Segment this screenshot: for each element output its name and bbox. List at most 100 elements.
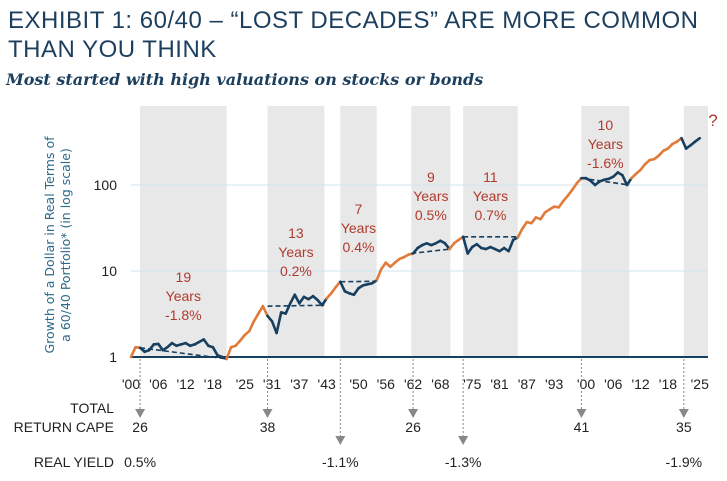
annotation-years: 7 [355, 201, 363, 217]
series-segment [293, 293, 301, 305]
annotation-rate: 0.5% [415, 207, 447, 223]
real-yield-row-label: REAL YIELD [34, 454, 114, 470]
x-tick-label: '06 [604, 376, 622, 392]
x-tick-label: '00 [122, 376, 140, 392]
y-axis-title-line1: Growth of a Dollar in Real Terms of [42, 136, 57, 354]
lost-decade-band [581, 106, 630, 357]
x-tick-label: '31 [263, 376, 281, 392]
annotation-years-label: Years [341, 220, 376, 236]
annotation-years: 11 [483, 169, 498, 185]
x-tick-label: '25 [691, 376, 709, 392]
y-tick-label: 1 [109, 349, 117, 365]
x-tick-label: '18 [204, 376, 222, 392]
series-segment [571, 181, 579, 192]
cape-row-label-line2: RETURN CAPE [14, 419, 114, 435]
lost-decade-band [463, 106, 518, 357]
cape-row-label-line1: TOTAL [70, 400, 114, 416]
x-tick-label: '50 [349, 376, 367, 392]
annotation-rate: 0.2% [280, 263, 312, 279]
series-segment [129, 345, 137, 359]
cape-value: 26 [132, 419, 148, 435]
arrow-down-icon [576, 409, 587, 418]
x-tick-label: '18 [659, 376, 677, 392]
x-tick-label: '68 [431, 376, 449, 392]
x-tick-label: '81 [490, 376, 508, 392]
series-segment [693, 136, 702, 143]
x-tick-label: '87 [518, 376, 536, 392]
trend-dashed-line [139, 346, 227, 360]
arrow-down-icon [135, 409, 146, 418]
lost-decade-band [683, 106, 708, 357]
arrow-down-icon [262, 409, 273, 418]
arrow-down-icon [408, 409, 419, 418]
annotation-years-label: Years [588, 136, 623, 152]
lost-decade-band [340, 106, 377, 357]
annotation-years: 19 [176, 269, 192, 285]
x-tick-label: '12 [631, 376, 649, 392]
series-segment [261, 304, 269, 318]
series-segment [248, 320, 256, 333]
series-segment [298, 295, 306, 305]
annotation-years-label: Years [473, 188, 508, 204]
annotation-years: 9 [427, 169, 435, 185]
series-segment [284, 302, 292, 315]
series-segment [539, 211, 547, 221]
cape-value: 26 [405, 419, 421, 435]
arrow-down-icon [335, 436, 346, 445]
series-segment [520, 220, 529, 231]
arrow-down-icon [678, 409, 689, 418]
series-segment [680, 136, 688, 150]
real-yield-value: 0.5% [124, 454, 156, 470]
arrow-down-icon [458, 436, 469, 445]
series-segment [202, 338, 210, 348]
series-segment [225, 345, 233, 361]
x-tick-label: '43 [318, 376, 336, 392]
y-axis-title-line2: a 60/40 Portfolio* (in log scale) [58, 148, 73, 342]
real-yield-value: -1.9% [666, 454, 703, 470]
annotation-rate: 0.7% [474, 207, 506, 223]
trend-dashed-line [411, 248, 451, 255]
series-segment [275, 311, 283, 335]
x-tick-label: '06 [149, 376, 167, 392]
trend-dashed-line [581, 177, 630, 186]
annotation-rate: -1.6% [587, 155, 624, 171]
cape-value: 41 [574, 419, 590, 435]
annotation-years-label: Years [278, 244, 313, 260]
chart-title: EXHIBIT 1: 60/40 – “LOST DECADES” ARE MO… [8, 7, 699, 63]
real-yield-value: -1.3% [445, 454, 482, 470]
series-segment [466, 245, 474, 255]
chart-subtitle: Most started with high valuations on sto… [6, 70, 484, 89]
x-tick-label: '37 [290, 376, 308, 392]
series-segment [375, 267, 383, 282]
annotation-years: 10 [598, 117, 614, 133]
series-segment [211, 345, 219, 357]
series-segment [320, 297, 328, 307]
cape-value: 38 [260, 419, 276, 435]
x-tick-label: '56 [377, 376, 395, 392]
annotation-years: 13 [288, 225, 304, 241]
y-tick-label: 10 [101, 263, 117, 279]
lost-decade-band [411, 106, 451, 357]
annotation-years-label: Years [166, 288, 201, 304]
annotation-rate: -1.8% [165, 307, 202, 323]
lost-decade-band [267, 106, 325, 357]
lost-decade-band [140, 106, 227, 357]
annotation-question-mark: ? [708, 111, 717, 130]
x-tick-label: '75 [463, 376, 481, 392]
series-segment [379, 261, 388, 271]
series-segment [338, 280, 347, 293]
annotation-years-label: Years [413, 188, 448, 204]
y-tick-label: 100 [94, 177, 118, 193]
cape-value: 35 [676, 419, 692, 435]
series-segment [507, 238, 515, 253]
x-tick-label: '12 [176, 376, 194, 392]
x-tick-label: '00 [577, 376, 595, 392]
series-segment [252, 312, 260, 323]
trend-dashed-line [267, 304, 325, 307]
annotation-rate: 0.4% [343, 239, 375, 255]
x-tick-label: '25 [236, 376, 254, 392]
series-segment [288, 293, 297, 305]
series-segment [625, 176, 633, 187]
